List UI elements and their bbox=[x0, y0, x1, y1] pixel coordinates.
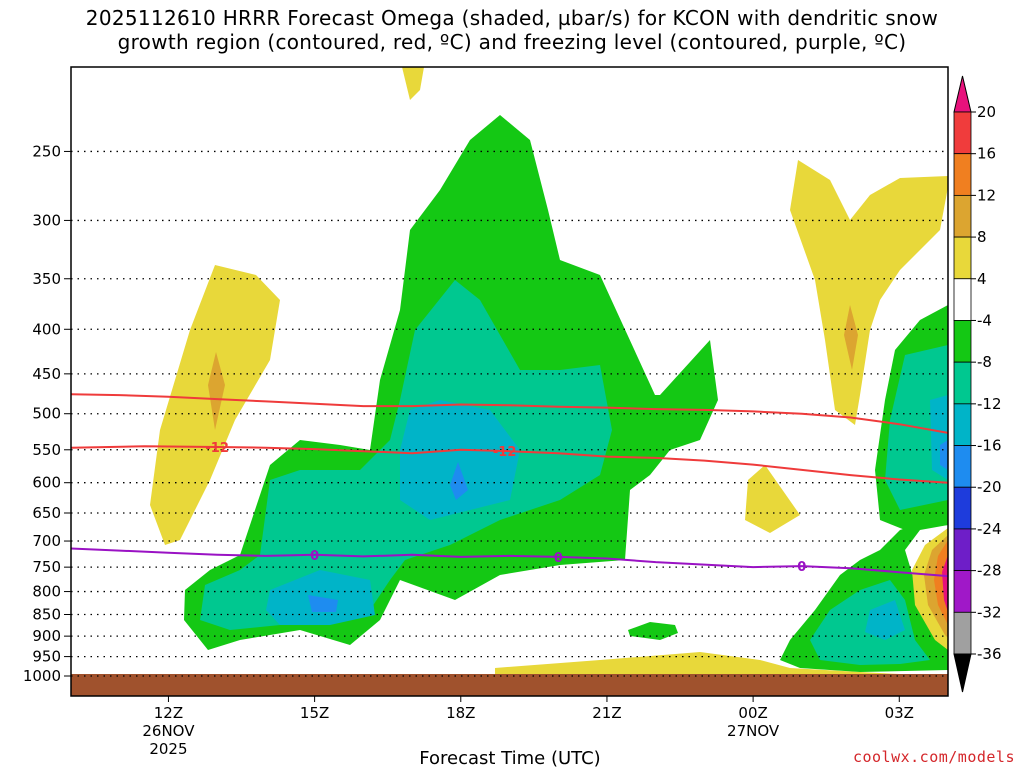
x-tick-time: 12Z bbox=[154, 704, 183, 722]
colorbar-bottom-arrow bbox=[953, 653, 972, 693]
colorbar-swatch bbox=[953, 320, 972, 363]
omega-region-negative bbox=[450, 462, 468, 500]
y-tick-label: 500 bbox=[32, 405, 61, 423]
colorbar-label: 20 bbox=[977, 103, 996, 121]
colorbar-label: -24 bbox=[977, 520, 1002, 538]
colorbar: 20 16 12 8 4 -4 -8 -12 -16 -20 -24 -28 -32 -36 bbox=[953, 75, 1002, 693]
contour-line bbox=[71, 445, 948, 484]
omega-region-positive bbox=[790, 160, 948, 425]
omega-region-negative bbox=[628, 622, 678, 640]
colorbar-label: 16 bbox=[977, 145, 996, 163]
title-line-2: growth region (contoured, red, ºC) and f… bbox=[117, 30, 907, 54]
y-tick-label: 300 bbox=[32, 211, 61, 229]
chart-title: 2025112610 HRRR Forecast Omega (shaded, … bbox=[0, 6, 1024, 54]
y-axis-ticks: 250 300 350 400 450 500 550 600 650 700 750 800 850 9… bbox=[23, 142, 71, 685]
omega-region-positive bbox=[745, 465, 800, 533]
credit-text[interactable]: coolwx.com/models bbox=[852, 748, 1015, 766]
colorbar-top-arrow bbox=[953, 75, 972, 113]
x-tick-time: 18Z bbox=[446, 704, 475, 722]
x-tick-time: 15Z bbox=[300, 704, 329, 722]
omega-region-negative bbox=[940, 440, 948, 470]
colorbar-label: -32 bbox=[977, 603, 1002, 621]
x-tick-date: 26NOV bbox=[142, 722, 195, 740]
y-tick-label: 600 bbox=[32, 474, 61, 492]
y-tick-label: 750 bbox=[32, 558, 61, 576]
omega-region-positive bbox=[844, 305, 858, 370]
colorbar-swatch bbox=[953, 611, 972, 655]
ground-surface bbox=[71, 674, 948, 696]
omega-region-negative bbox=[400, 400, 520, 520]
colorbar-label: 12 bbox=[977, 186, 996, 204]
colorbar-swatch bbox=[953, 278, 972, 321]
contour-label: 0 bbox=[310, 549, 319, 564]
y-tick-label: 1000 bbox=[23, 667, 61, 685]
y-tick-label: 900 bbox=[32, 627, 61, 645]
colorbar-swatch bbox=[953, 194, 972, 238]
y-tick-label: 450 bbox=[32, 365, 61, 383]
x-tick-date: 27NOV bbox=[727, 722, 780, 740]
colorbar-swatch bbox=[953, 445, 972, 488]
contour-line bbox=[71, 393, 948, 434]
colorbar-label: -28 bbox=[977, 562, 1002, 580]
y-tick-label: 350 bbox=[32, 270, 61, 288]
title-line-1: 2025112610 HRRR Forecast Omega (shaded, … bbox=[85, 6, 939, 30]
y-tick-label: 850 bbox=[32, 606, 61, 624]
colorbar-label: 4 bbox=[977, 270, 987, 288]
contour-labels: -12 -12 0 0 0 bbox=[205, 441, 806, 575]
x-tick-time: 21Z bbox=[592, 704, 621, 722]
contour-label: -12 bbox=[205, 441, 229, 456]
x-tick-time: 00Z bbox=[738, 704, 767, 722]
colorbar-swatch bbox=[953, 361, 972, 405]
colorbar-label: -4 bbox=[977, 311, 992, 329]
y-tick-label: 550 bbox=[32, 441, 61, 459]
omega-region-negative bbox=[780, 310, 948, 672]
colorbar-label: -12 bbox=[977, 395, 1002, 413]
colorbar-label: 8 bbox=[977, 228, 987, 246]
contour-lines bbox=[71, 393, 948, 578]
contour-label: 0 bbox=[797, 560, 806, 575]
colorbar-label: -8 bbox=[977, 353, 992, 371]
contour-label: -12 bbox=[493, 445, 517, 460]
colorbar-swatch bbox=[953, 111, 972, 155]
contour-label: 0 bbox=[554, 551, 563, 566]
colorbar-label: -20 bbox=[977, 478, 1002, 496]
colorbar-swatch bbox=[953, 528, 972, 572]
y-tick-label: 700 bbox=[32, 532, 61, 550]
colorbar-label: -36 bbox=[977, 645, 1002, 663]
omega-region-positive bbox=[208, 352, 225, 430]
plot-frame bbox=[70, 66, 949, 697]
omega-region-positive bbox=[934, 540, 948, 625]
omega-region-positive bbox=[402, 67, 424, 100]
x-axis-label: Forecast Time (UTC) bbox=[419, 748, 600, 768]
omega-region-positive bbox=[942, 555, 948, 612]
omega-region-negative bbox=[308, 595, 338, 612]
colorbar-swatch bbox=[953, 236, 972, 280]
colorbar-swatch bbox=[953, 570, 972, 613]
y-tick-label: 950 bbox=[32, 648, 61, 666]
x-tick-year: 2025 bbox=[149, 740, 187, 758]
x-tick-time: 03Z bbox=[885, 704, 914, 722]
y-tick-label: 650 bbox=[32, 504, 61, 522]
colorbar-swatch bbox=[953, 486, 972, 530]
colorbar-swatch bbox=[953, 153, 972, 196]
y-tick-label: 400 bbox=[32, 320, 61, 338]
omega-shading bbox=[150, 67, 948, 676]
y-tick-label: 250 bbox=[32, 142, 61, 160]
omega-region-negative bbox=[865, 600, 905, 640]
colorbar-swatch bbox=[953, 403, 972, 446]
y-tick-label: 800 bbox=[32, 583, 61, 601]
contour-line bbox=[71, 547, 948, 578]
omega-region-positive bbox=[495, 652, 948, 676]
colorbar-label: -16 bbox=[977, 437, 1002, 455]
